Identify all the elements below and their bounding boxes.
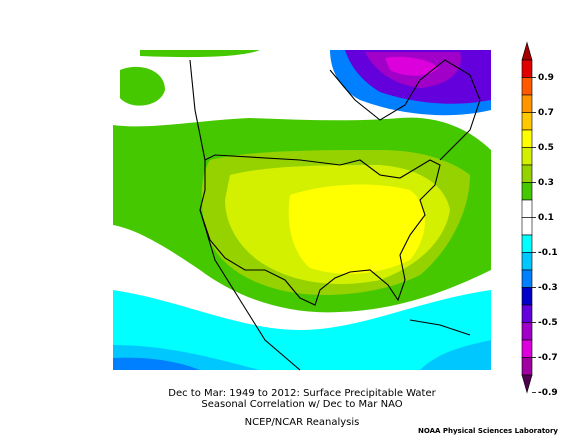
colorbar-swatch: [521, 252, 533, 271]
yellow-region: [288, 184, 425, 274]
blue-region: [113, 357, 200, 370]
us-outline: [199, 154, 441, 306]
colorbar-swatch: [521, 322, 533, 341]
credit: NOAA Physical Sciences Laboratory: [418, 427, 558, 435]
colorbar-swatch: [521, 304, 533, 323]
colorbar-swatch: [521, 357, 533, 376]
colorbar-swatch: [521, 269, 533, 288]
colorbar: 0.9 0.7 0.5 0.3 0.1 -0.1 -0.3 -0.5 -0.7 -0.9: [521, 41, 558, 398]
colorbar-swatch: [521, 182, 533, 201]
colorbar-label: -0.7: [538, 353, 558, 363]
colorbar-label: 0.7: [538, 108, 554, 118]
colorbar-swatch: [521, 77, 533, 96]
mexico-coast: [199, 209, 301, 371]
colorbar-swatch: [521, 147, 533, 166]
colorbar-label: -0.3: [538, 283, 558, 293]
green-region: [120, 66, 165, 106]
colorbar-label: 0.9: [538, 73, 554, 83]
cyan-region: [113, 290, 491, 370]
colorbar-swatch: [521, 94, 533, 113]
colorbar-swatch: [521, 59, 533, 78]
caption-line: Seasonal Correlation w/ Dec to Mar NAO: [201, 399, 402, 410]
colorbar-label: 0.3: [538, 178, 554, 188]
colorbar-swatch: [521, 199, 533, 218]
magenta-region: [385, 56, 438, 76]
colorbar-swatch: [521, 217, 533, 236]
colorbar-label: 0.1: [538, 213, 554, 223]
caption-line: Dec to Mar: 1949 to 2012: Surface Precip…: [168, 388, 436, 399]
colorbar-swatch: [521, 129, 533, 148]
colorbar-swatch: [521, 374, 533, 394]
colorbar-swatch: [521, 234, 533, 253]
colorbar-swatch: [521, 339, 533, 358]
colorbar-swatch: [521, 164, 533, 183]
green-region: [140, 50, 260, 58]
cuba-coast: [409, 319, 471, 336]
colorbar-label: -0.1: [538, 248, 558, 258]
light-blue-region: [420, 340, 491, 370]
caption-line: NCEP/NCAR Reanalysis: [245, 417, 360, 428]
colorbar-label: -0.5: [538, 318, 558, 328]
hudson-coast: [329, 59, 481, 161]
colorbar-swatch: [521, 41, 533, 61]
canada-coast: [189, 59, 206, 161]
colorbar-swatch: [521, 287, 533, 306]
colorbar-label: 0.5: [538, 143, 554, 153]
colorbar-label: -0.9: [538, 388, 558, 398]
map: [113, 50, 491, 371]
colorbar-swatch: [521, 112, 533, 131]
